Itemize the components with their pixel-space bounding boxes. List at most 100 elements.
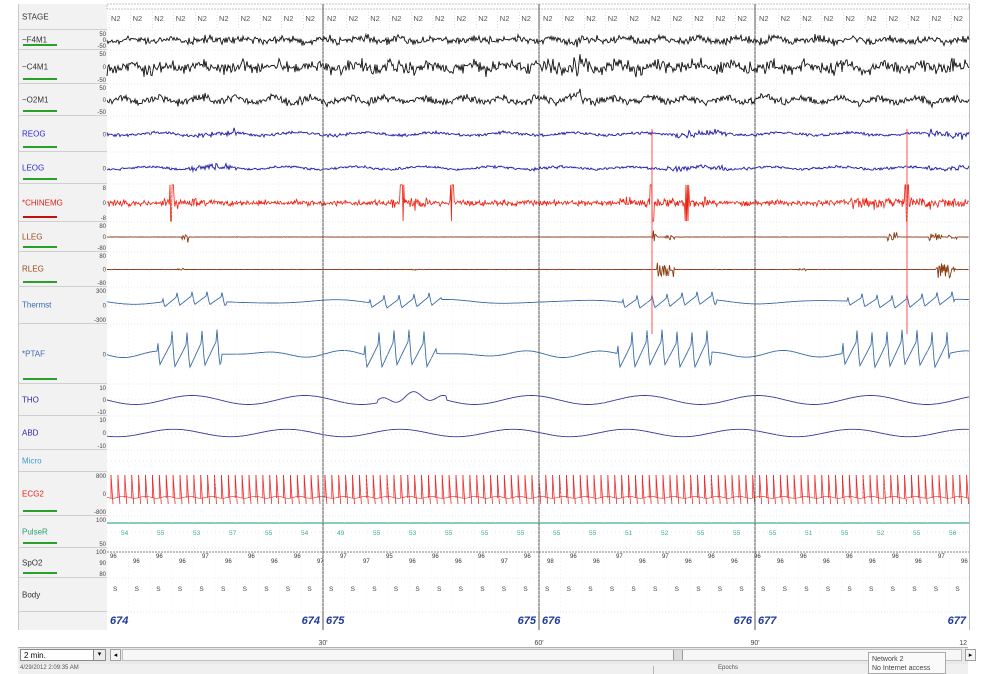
channel-label-spo2[interactable]: SpO2 <box>19 548 107 578</box>
ecg-beat <box>462 474 466 505</box>
pulse-value: 55 <box>589 530 597 537</box>
stage-label: N2 <box>349 14 359 23</box>
zoom-value: 2 min. <box>24 651 46 660</box>
ecg-beat <box>559 474 562 505</box>
stage-label: N2 <box>932 14 942 23</box>
spo2-value: 97 <box>363 559 370 565</box>
ecg-beat <box>227 474 231 505</box>
channel-gain-bar <box>23 110 57 112</box>
ecg-beat <box>607 474 611 505</box>
channel-gain-bar <box>23 78 57 80</box>
stage-label: N2 <box>435 14 445 23</box>
signal-plot-area[interactable]: N2 N2 N2 N2 N2 N2 N2 N2 N2 N2 N2 N2 N2 N2 N2 N2 N2 N2 N2 N2… <box>94 3 970 647</box>
scale-label: 100 <box>96 518 107 524</box>
stage-label: N2 <box>845 14 855 23</box>
channel-name: SpO2 <box>22 558 43 567</box>
stage-label: N2 <box>824 14 834 23</box>
ecg-beat <box>911 474 914 505</box>
scale-label: 100 <box>96 550 107 556</box>
body-position-label: S <box>135 586 140 593</box>
channel-label-ptaf[interactable]: *PTAF <box>19 324 107 384</box>
zoom-select[interactable]: 2 min. ▾ <box>20 649 106 661</box>
abd-trace <box>106 428 969 438</box>
channel-label-thermst[interactable]: Thermst <box>19 287 107 324</box>
channel-label-leog[interactable]: LEOG <box>19 152 107 184</box>
ecg-beat <box>628 474 631 505</box>
scale-label: 0 <box>103 304 107 310</box>
channel-label-pulser[interactable]: PulseR <box>19 516 107 548</box>
scroll-left-arrow-icon[interactable]: ◂ <box>110 649 121 661</box>
spo2-value: 97 <box>616 554 623 560</box>
scale-label: -8 <box>101 216 107 222</box>
ecg-beat <box>959 474 963 505</box>
epoch-end-number: 675 <box>518 615 537 627</box>
scale-label: -80 <box>97 246 106 252</box>
ecg-beat <box>938 474 942 505</box>
stage-hatch <box>106 3 970 10</box>
scroll-right-arrow-icon[interactable]: ▸ <box>965 649 976 661</box>
channel-label-abd[interactable]: ABD <box>19 416 107 450</box>
stage-label: N2 <box>781 14 791 23</box>
ecg-beat <box>296 474 300 505</box>
chevron-down-icon[interactable]: ▾ <box>93 650 105 660</box>
body-position-label: S <box>459 586 464 593</box>
ecg-beat <box>821 474 825 505</box>
stage-label: N2 <box>219 14 229 23</box>
channel-name: ABD <box>22 428 39 437</box>
scale-label: 10 <box>99 386 106 392</box>
body-position-label: S <box>199 586 204 593</box>
pulse-value: 49 <box>337 530 345 537</box>
pulse-value: 55 <box>733 530 741 537</box>
body-position-label: S <box>523 586 528 593</box>
ecg-beat <box>131 474 135 505</box>
body-position-label: S <box>934 586 939 593</box>
eeg-trace <box>106 32 970 48</box>
body-position-label: S <box>891 586 896 593</box>
channel-gain-bar <box>23 146 57 148</box>
scale-label: -50 <box>97 110 106 116</box>
channel-label-micro[interactable]: Micro <box>19 450 107 472</box>
channel-label-rleg[interactable]: RLEG <box>19 252 107 287</box>
stage-label: N2 <box>953 14 963 23</box>
scale-label: -50 <box>97 44 106 50</box>
channel-label-o2m1[interactable]: ~O2M1 <box>19 84 107 116</box>
ecg-beat <box>897 474 900 505</box>
channel-name: ~F4M1 <box>22 35 48 44</box>
epoch-start-number: 674 <box>110 615 128 627</box>
ecg-beat <box>745 474 749 505</box>
ecg-beat <box>186 474 190 505</box>
body-position-label: S <box>178 586 183 593</box>
ecg-beat <box>407 474 411 505</box>
ecg-beat <box>690 474 693 505</box>
channel-label-f4m1[interactable]: ~F4M1 <box>19 30 107 50</box>
pulse-value: 52 <box>877 530 885 537</box>
body-position-label: S <box>286 586 291 593</box>
channel-gain-bar <box>23 510 57 512</box>
channel-label-reog[interactable]: REOG <box>19 116 107 152</box>
ecg-beat <box>386 474 390 505</box>
network-status-popup[interactable]: Network 2 No Internet access <box>868 652 946 674</box>
channel-label-tho[interactable]: THO <box>19 384 107 416</box>
ecg-beat <box>717 474 721 505</box>
channel-label-chinemg[interactable]: *CHINEMG <box>19 184 107 222</box>
ecg-beat <box>483 474 486 505</box>
pulse-value: 52 <box>661 530 669 537</box>
epoch-start-number: 676 <box>542 615 561 627</box>
stage-label: N2 <box>889 14 899 23</box>
ecg-beat <box>635 474 638 505</box>
scale-label: -10 <box>97 444 106 450</box>
channel-label-c4m1[interactable]: ~C4M1 <box>19 50 107 84</box>
scrollbar-thumb[interactable] <box>673 650 683 660</box>
tho-trace <box>106 391 970 405</box>
channel-label-ecg2[interactable]: ECG2 <box>19 472 107 516</box>
channel-label-stage[interactable]: STAGE <box>19 4 107 30</box>
channel-gain-bar <box>23 572 57 574</box>
pulse-value: 55 <box>481 530 489 537</box>
horizontal-scrollbar[interactable] <box>122 649 962 661</box>
scale-label: 0 <box>103 353 107 359</box>
channel-label-body[interactable]: Body <box>19 578 107 612</box>
ecg-beat <box>503 474 507 505</box>
ecg-beat <box>110 474 114 505</box>
channel-label-lleg[interactable]: LLEG <box>19 222 107 252</box>
channel-label-column: STAGE ~F4M1 ~C4M1 ~O2M1 REOG LEOG *CHINEMG LLEG… <box>18 4 108 630</box>
